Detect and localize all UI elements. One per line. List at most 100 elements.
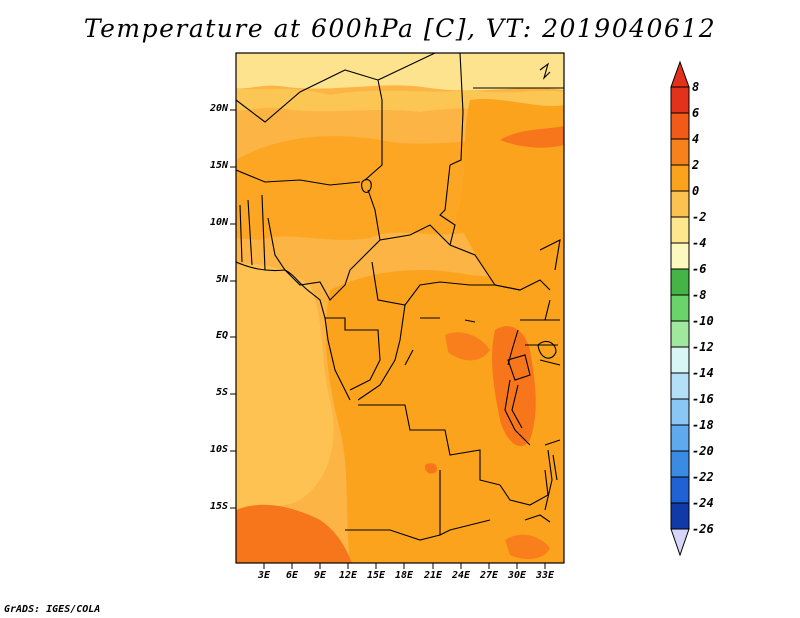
border-lake-albert [507,329,519,366]
colorbar-label-m20: -20 [692,444,714,458]
field-cool-band-north [236,53,564,91]
colorbar-label-8: 8 [692,80,700,94]
colorbar-seg-2 [670,112,690,140]
border-nigeria-cameroon [267,189,381,301]
border-angola-south [345,529,441,541]
border-benin [261,194,266,271]
map-frame [235,52,565,564]
border-lake-chad [361,179,372,193]
lat-ticks [230,109,236,509]
colorbar-label-6: 6 [692,106,700,120]
border-uganda-kenya [520,299,560,346]
border-angola-zambia [439,470,491,536]
colorbar-seg-5 [670,190,690,218]
lon-label-18e: 18E [394,570,414,581]
colorbar-label-m26: -26 [692,522,714,536]
lat-label-10n: 10N [209,217,228,228]
colorbar-label-m18: -18 [692,418,714,432]
lat-label-5s: 5S [215,387,228,398]
border-lake-malawi [544,449,558,511]
lon-label-3e: 3E [257,570,271,581]
lon-ticks [263,563,546,569]
colorbar-label-m8: -8 [692,288,707,302]
colorbar-label-m16: -16 [692,392,714,406]
colorbar-label-m14: -14 [692,366,714,380]
colorbar-label-m12: -12 [692,340,714,354]
border-car-north [379,224,496,286]
border-lake-tanganyika [504,379,531,446]
border-drc-lakes-misc [404,317,476,366]
colorbar-label-m4: -4 [692,236,707,250]
lat-label-10s: 10S [209,444,228,455]
border-lake-victoria [537,340,557,359]
colorbar-seg-13 [670,398,690,426]
field-hot-congo-east [445,332,490,361]
lon-label-33e: 33E [535,570,555,581]
colorbar-seg-7 [670,242,690,270]
lat-label-20n: 20N [209,103,228,114]
colorbar-seg-3 [670,138,690,166]
border-chad-sudan [439,164,456,246]
border-lake-kariba [524,514,551,523]
lon-label-30e: 30E [507,570,527,581]
lon-label-15e: 15E [366,570,386,581]
colorbar-seg-12 [670,372,690,400]
colorbar-label-0: 0 [692,184,700,198]
colorbar-label-m2: -2 [692,210,707,224]
colorbar-label-m10: -10 [692,314,714,328]
lon-label-27e: 27E [479,570,499,581]
border-zambia [499,469,549,506]
border-niger-nigeria [236,169,361,186]
lat-label-15n: 15N [209,160,228,171]
colorbar-bottom-arrow [670,528,690,557]
border-nile-coast [539,62,551,80]
colorbar-label-4: 4 [692,132,700,146]
border-tanzania [539,359,561,446]
lon-label-6e: 6E [285,570,299,581]
colorbar-seg-8 [670,268,690,296]
colorbar-seg-15 [670,450,690,478]
lat-label-5n: 5N [215,274,228,285]
map-title: Temperature at 600hPa [C], VT: 201904061… [83,14,717,43]
border-ssudan-ethiopia [494,239,561,291]
border-car-south [371,261,521,306]
colorbar-label-m22: -22 [692,470,714,484]
field-hot-northeast [500,126,564,148]
colorbar-top-arrow [670,60,690,88]
field-hot-southwest [236,504,352,563]
border-drc-angola [358,404,501,486]
colorbar-seg-9 [670,294,690,322]
border-egypt-sudan [377,53,464,166]
colorbar-label-m6: -6 [692,262,707,276]
lat-label-eq: EQ [215,330,228,341]
field-hot-south [505,534,550,560]
lon-label-24e: 24E [451,570,471,581]
border-gabon-congo [325,317,381,391]
colorbar-seg-10 [670,320,690,348]
colorbar-seg-14 [670,424,690,452]
lat-label-15s: 15S [209,501,228,512]
colorbar-seg-17 [670,502,690,530]
lon-label-9e: 9E [313,570,327,581]
colorbar-seg-6 [670,216,690,244]
colorbar [670,60,690,557]
country-borders [236,53,564,541]
colorbar-seg-1 [670,86,690,114]
border-libya-chad [236,69,383,181]
lon-label-21e: 21E [423,570,443,581]
grads-credit: GrADS: IGES/COLA [4,604,101,615]
colorbar-seg-11 [670,346,690,374]
temperature-field [236,53,564,563]
colorbar-label-m24: -24 [692,496,714,510]
border-togo-ghana [239,199,253,266]
field-mild-west [236,263,334,510]
border-coastline-gulf [236,261,351,401]
lon-label-12e: 12E [338,570,358,581]
colorbar-label-2: 2 [692,158,700,172]
colorbar-seg-16 [670,476,690,504]
border-congo-drc [357,304,406,401]
colorbar-seg-4 [670,164,690,192]
field-hot-angola [424,463,438,474]
border-rwanda-burundi [507,354,531,381]
